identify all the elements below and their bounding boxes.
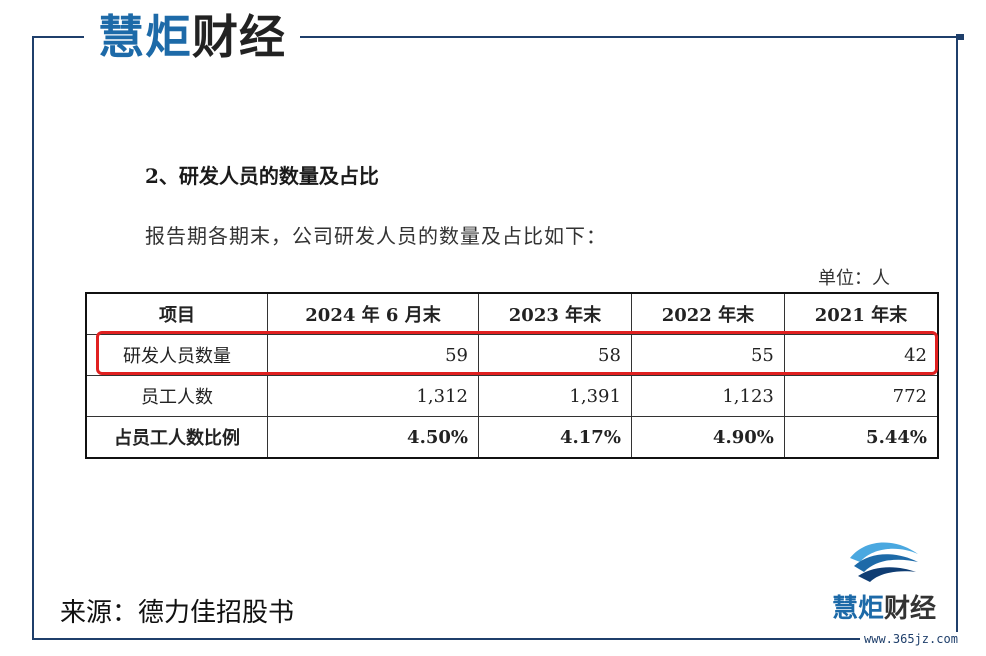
table-header-row: 项目 2024 年 6 月末 2023 年末 2022 年末 2021 年末 xyxy=(85,292,939,335)
wave-logo-icon xyxy=(850,542,918,582)
brand-logo-top: 慧炬 财经 xyxy=(84,6,300,64)
brand-name-part2: 财经 xyxy=(192,10,286,64)
table-row: 员工人数 1,312 1,391 1,123 772 xyxy=(85,375,939,417)
table-cell: 1,312 xyxy=(267,375,479,417)
table-cell: 4.50% xyxy=(267,416,479,459)
table-cell: 1,391 xyxy=(478,375,632,417)
brand-name-part1: 慧炬 xyxy=(831,594,884,624)
header-2021: 2021 年末 xyxy=(783,292,939,335)
brand-name-part1: 慧炬 xyxy=(98,10,192,64)
source-caption: 来源：德力佳招股书 xyxy=(60,598,295,628)
table-cell: 59 xyxy=(267,334,479,376)
row-label: 员工人数 xyxy=(85,375,268,417)
header-item: 项目 xyxy=(85,292,268,335)
header-2024h1: 2024 年 6 月末 xyxy=(267,292,479,335)
watermark-url: www.365jz.com xyxy=(860,632,962,646)
rd-staff-table: 项目 2024 年 6 月末 2023 年末 2022 年末 2021 年末 研… xyxy=(85,292,939,459)
brand-name-part2: 财经 xyxy=(884,594,937,624)
highlight-box xyxy=(96,331,938,375)
unit-label: 单位：人 xyxy=(818,268,890,289)
table-cell: 5.44% xyxy=(783,416,939,459)
intro-text: 报告期各期末，公司研发人员的数量及占比如下： xyxy=(145,224,607,248)
table-row: 占员工人数比例 4.50% 4.17% 4.90% 5.44% xyxy=(85,416,939,459)
brand-wordmark: 慧炬财经 xyxy=(814,588,954,625)
row-label: 占员工人数比例 xyxy=(85,416,268,459)
section-title: 2、研发人员的数量及占比 xyxy=(145,164,379,188)
table-cell: 4.90% xyxy=(630,416,785,459)
table-cell: 772 xyxy=(783,375,939,417)
header-2023: 2023 年末 xyxy=(478,292,632,335)
brand-logo-bottom: 慧炬财经 xyxy=(814,536,954,625)
header-2022: 2022 年末 xyxy=(630,292,785,335)
table-cell: 4.17% xyxy=(478,416,632,459)
table-row: 研发人员数量 59 58 55 42 xyxy=(85,334,939,376)
table-cell: 1,123 xyxy=(630,375,785,417)
frame-corner xyxy=(956,34,964,40)
document-frame xyxy=(32,36,958,640)
